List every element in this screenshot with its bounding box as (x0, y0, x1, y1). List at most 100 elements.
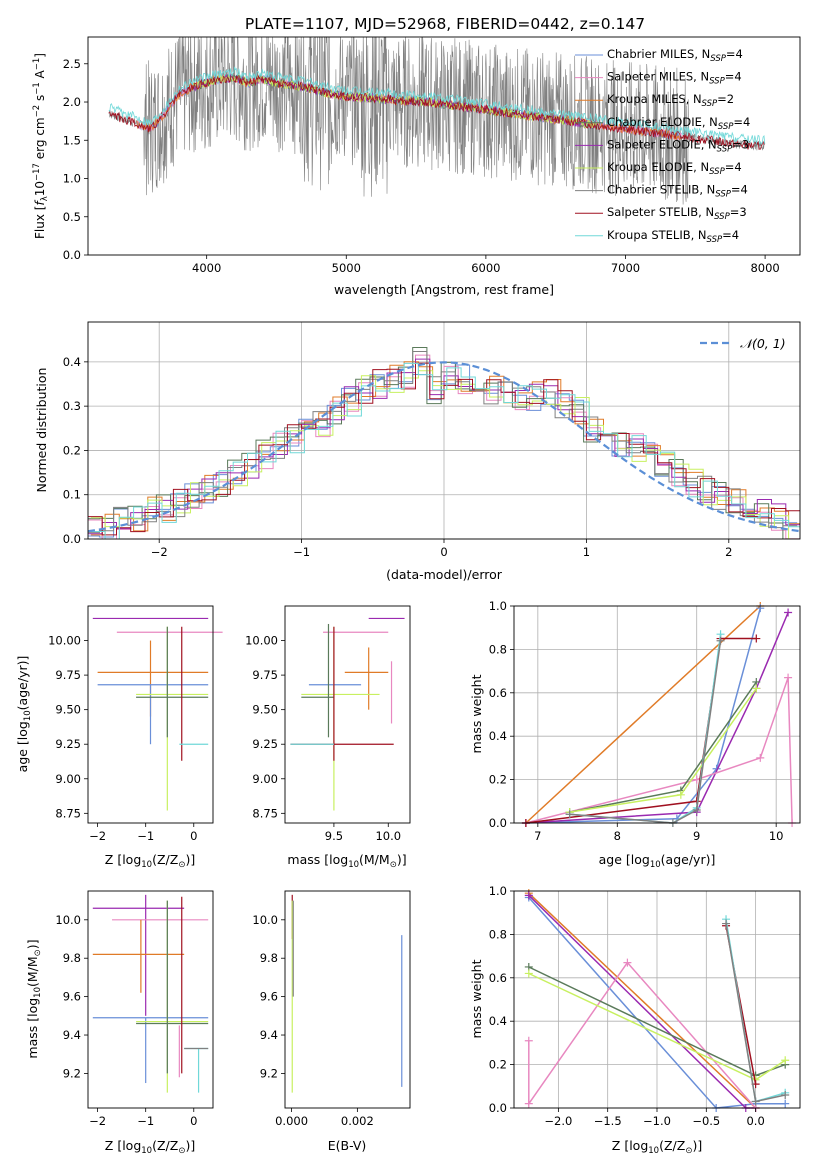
y-tick-label: 9.50 (55, 703, 81, 717)
legend-entry: Kroupa ELODIE, NSSP=4 (607, 160, 742, 177)
y-tick-label: 0.0 (63, 532, 81, 546)
series-line (569, 640, 722, 824)
y-tick-label: 9.00 (252, 772, 278, 786)
x-tick-label: −1 (137, 829, 154, 843)
legend-entry: Chabrier ELODIE, NSSP=4 (607, 115, 750, 132)
y-tick-label: 0.2 (63, 443, 81, 457)
legend-entry: Salpeter MILES, NSSP=4 (607, 70, 742, 87)
x-tick-label: 10 (769, 829, 784, 843)
series-marker (565, 810, 574, 819)
y-tick-label: 9.4 (260, 1028, 278, 1042)
histogram-axes: −2 −1 0 1 2 0.0 0.1 0.2 0.3 0.4 (63, 321, 801, 559)
age-vs-mass-axes: 9.5 10.0 8.75 9.00 9.25 9.50 9.75 10.00 (245, 605, 411, 843)
y-tick-label: 9.8 (63, 951, 81, 965)
y-tick-label: 9.4 (63, 1028, 81, 1042)
x-tick-label: 8 (614, 829, 621, 843)
x-tick-label: 9.5 (325, 829, 343, 843)
y-tick-label: 0.5 (63, 210, 81, 224)
series-line (528, 897, 786, 1109)
y-tick-label: 0.6 (489, 686, 507, 700)
x-tick-label: −0.5 (692, 1114, 720, 1128)
series-marker (752, 684, 761, 693)
x-tick-label: 0.0 (746, 1114, 764, 1128)
plot-area (291, 894, 403, 1093)
y-axis-label: mass [log10(M/M⊙)] (25, 939, 43, 1058)
series-marker (781, 1056, 790, 1065)
series-marker (756, 604, 765, 613)
y-tick-label: 1.0 (63, 172, 81, 186)
figure-title: PLATE=1107, MJD=52968, FIBERID=0442, z=0… (245, 15, 645, 33)
series-marker (524, 891, 533, 900)
series-marker (676, 790, 685, 799)
y-tick-label: 0.0 (63, 248, 81, 262)
y-tick-label: 0.3 (63, 399, 81, 413)
x-tick-label: 5000 (332, 261, 361, 275)
series-line (569, 634, 722, 824)
y-tick-label: 8.75 (252, 806, 278, 820)
plot-area (290, 617, 405, 811)
x-tick-label: 0 (440, 545, 447, 559)
histogram-step (88, 347, 798, 539)
y-tick-label: 0.4 (63, 355, 81, 369)
x-axis-label: (data-model)/error (386, 567, 503, 582)
x-axis-label: age [log10(age/yr)] (599, 852, 716, 870)
plot-area (88, 347, 800, 539)
legend-entry: Chabrier STELIB, NSSP=4 (607, 183, 748, 200)
plot-area (92, 617, 223, 811)
x-axis-label: Z [log10(Z/Z⊙)] (612, 1138, 702, 1156)
x-tick-label: 9 (693, 829, 700, 843)
legend-entry: Salpeter ELODIE, NSSP=3 (607, 137, 749, 154)
x-tick-label: 1 (583, 545, 590, 559)
series-marker (784, 608, 793, 617)
x-tick-label: 7 (534, 829, 541, 843)
x-tick-label: 0.000 (275, 1114, 308, 1128)
y-tick-label: 0.2 (489, 773, 507, 787)
y-tick-label: 0.1 (63, 488, 81, 502)
spectrum-model-line (108, 66, 766, 145)
y-tick-label: 0.8 (489, 642, 507, 656)
series-line (525, 612, 789, 824)
y-tick-label: 2.0 (63, 95, 81, 109)
y-tick-label: 1.5 (63, 133, 81, 147)
mass-vs-z-axes: −2 −1 0 9.2 9.4 9.6 9.8 10.0 (55, 890, 214, 1128)
series-marker (781, 1099, 790, 1108)
plot-area (92, 894, 209, 1093)
y-tick-label: 0.2 (489, 1058, 507, 1072)
y-tick-label: 0.4 (489, 1014, 507, 1028)
x-tick-label: 4000 (192, 261, 221, 275)
x-axis-label: Z [log10(Z/Z⊙)] (105, 852, 195, 870)
series-marker (752, 634, 761, 643)
plot-area (521, 602, 797, 827)
histogram-step (90, 370, 800, 539)
histogram-step (88, 351, 798, 534)
y-tick-label: 8.75 (55, 806, 81, 820)
axes-frame (513, 605, 801, 824)
y-tick-label: 10.0 (55, 913, 81, 927)
age-vs-z-axes: −2 −1 0 8.75 9.00 9.25 9.50 9.75 10.00 (48, 605, 223, 843)
y-tick-label: 10.00 (245, 634, 278, 648)
y-tick-label: 9.8 (260, 951, 278, 965)
spectrum-data-line (108, 37, 766, 205)
series-marker (784, 673, 793, 682)
x-tick-label: −2 (89, 829, 106, 843)
y-tick-label: 1.0 (489, 599, 507, 613)
axes-frame (87, 890, 214, 1109)
series-line (525, 608, 762, 824)
x-axis-label: Z [log10(Z/Z⊙)] (105, 1138, 195, 1156)
legend-entry: Chabrier MILES, NSSP=4 (607, 47, 743, 64)
series-marker (692, 805, 701, 814)
x-tick-label: 2 (725, 545, 732, 559)
x-axis-label: wavelength [Angstrom, rest frame] (334, 282, 554, 297)
x-tick-label: 10.0 (375, 829, 401, 843)
y-tick-label: 0.0 (489, 1101, 507, 1115)
x-tick-label: 6000 (471, 261, 500, 275)
series-marker (756, 753, 765, 762)
series-marker (524, 1099, 533, 1108)
x-tick-label: 0 (190, 1114, 197, 1128)
x-tick-label: −2 (89, 1114, 106, 1128)
y-tick-label: 9.25 (55, 737, 81, 751)
y-tick-label: 9.50 (252, 703, 278, 717)
y-tick-label: 9.6 (260, 990, 278, 1004)
y-tick-label: 0.6 (489, 971, 507, 985)
y-tick-label: 9.2 (63, 1066, 81, 1080)
